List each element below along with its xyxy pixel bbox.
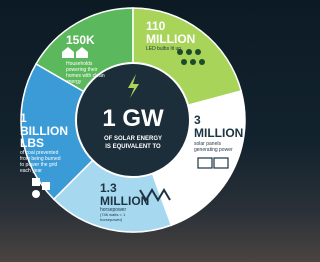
segment-caption: Households powering their homes with cle… [66, 61, 112, 85]
segment-value: 1.3 MILLION [100, 182, 144, 207]
segment-caption: LED bulbs lit up [146, 46, 186, 52]
segment-value: 110 MILLION [146, 20, 190, 45]
page: 150K Households powering their homes wit… [0, 0, 263, 262]
segment-caption: of coal prevented from being burned to p… [20, 150, 64, 174]
segment-value: 1 BILLION LBS [20, 112, 66, 150]
segment-caption: solar panels generating power [194, 141, 234, 153]
center-headline: 1 GW [93, 106, 173, 131]
segment-value: 150K [66, 34, 116, 47]
segment-note: (746 watts = 1 horsepower) [100, 213, 148, 223]
center-subtitle: OF SOLAR ENERGY IS EQUIVALENT TO [103, 136, 163, 151]
segment-value: 3 MILLION [194, 114, 238, 139]
